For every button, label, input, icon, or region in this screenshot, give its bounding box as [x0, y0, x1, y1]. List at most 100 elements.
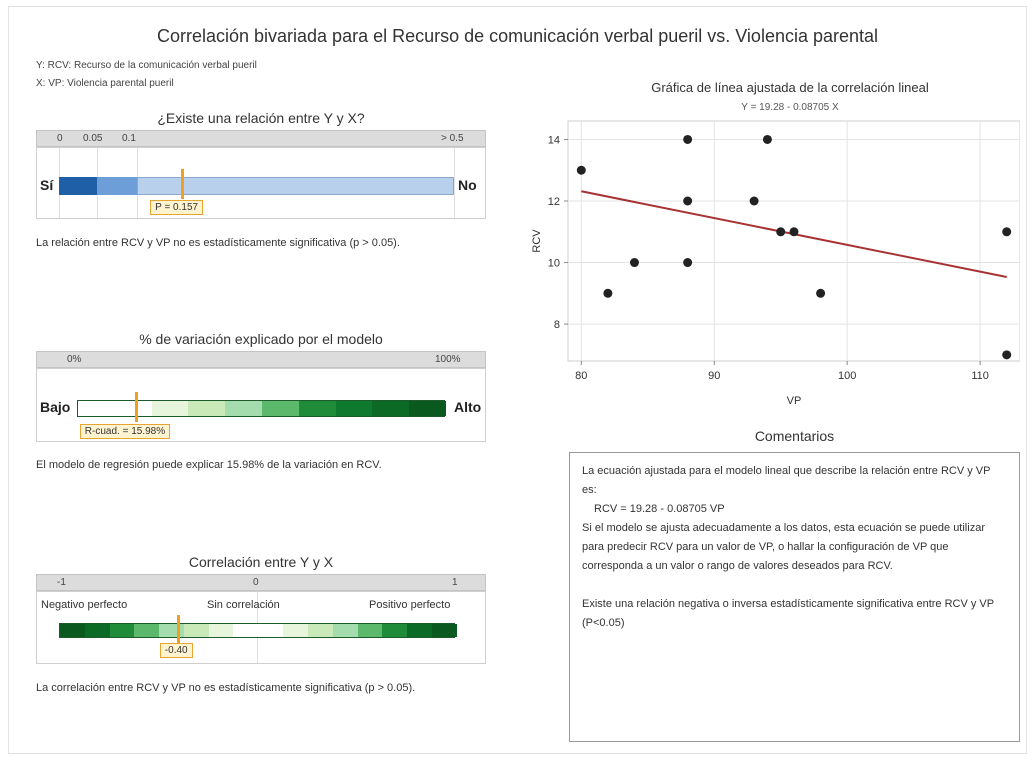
x-tick-label-90: 90	[708, 370, 720, 382]
pvalue-panel-title: ¿Existe una relación entre Y y X?	[157, 110, 365, 126]
corr-bar	[59, 623, 457, 638]
r2-band-3	[188, 401, 226, 416]
data-point-12	[1002, 350, 1012, 360]
r2-bar	[77, 400, 447, 417]
corr-band-l-3	[134, 624, 160, 637]
r2-left-label: Bajo	[40, 399, 71, 415]
r2-panel-title: % de variación explicado por el modelo	[139, 331, 383, 347]
corr-caption: La correlación entre RCV y VP no es esta…	[36, 682, 416, 694]
r2-band-8	[372, 401, 410, 416]
comments-line-1: La ecuación ajustada para el modelo line…	[582, 465, 991, 496]
comments-equation: RCV = 19.28 - 0.08705 VP	[594, 503, 725, 515]
comments-line-2: Si el modelo se ajusta adecuadamente a l…	[582, 522, 985, 572]
r2-tick-0: 0%	[67, 354, 82, 365]
y-variable-legend: Y: RCV: Recurso de la comunicación verba…	[36, 60, 257, 71]
r2-band-4	[225, 401, 263, 416]
corr-band-r-1	[406, 624, 432, 637]
pvalue-right-label: No	[458, 177, 477, 193]
chart-title: Gráfica de línea ajustada de la correlac…	[651, 80, 929, 95]
r2-band-1	[114, 401, 153, 416]
pvalue-left-label: Sí	[40, 177, 54, 193]
x-axis-label: VP	[787, 395, 802, 407]
y-tick-label-14: 14	[548, 134, 560, 146]
data-point-8	[776, 227, 786, 237]
y-tick-label-10: 10	[548, 258, 560, 270]
pvalue-band-medium	[97, 177, 137, 195]
data-point-4	[683, 196, 693, 206]
corr-tick-neg1: -1	[57, 577, 66, 588]
corr-band-r-2	[381, 624, 407, 637]
corr-tick-strip: -1 0 1	[36, 574, 486, 591]
r2-band-6	[298, 401, 337, 416]
comments-box: La ecuación ajustada para el modelo line…	[569, 452, 1020, 742]
r2-label: R-cuad. = 15.98%	[79, 424, 171, 439]
data-point-2	[629, 258, 639, 268]
corr-band-l-7	[233, 624, 259, 637]
corr-band-r-4	[332, 624, 358, 637]
corr-band-l-2	[109, 624, 135, 637]
data-point-1	[603, 288, 613, 298]
x-variable-legend: X: VP: Violencia parental pueril	[36, 78, 174, 89]
corr-band-l-0	[60, 624, 86, 637]
y-axis-label: RCV	[531, 229, 543, 253]
data-point-9	[789, 227, 799, 237]
point-layer	[576, 134, 1012, 360]
pvalue-grid-05	[454, 148, 455, 218]
corr-band-l-5	[183, 624, 209, 637]
corr-label: -0.40	[159, 643, 193, 658]
pvalue-band-strong	[59, 177, 97, 195]
r2-caption: El modelo de regresión puede explicar 15…	[36, 459, 382, 471]
r2-band-5	[262, 401, 300, 416]
data-point-3	[683, 134, 693, 144]
corr-category-negative: Negativo perfecto	[41, 599, 128, 611]
pvalue-tick-0: 0	[57, 133, 63, 144]
data-point-5	[683, 258, 693, 268]
r2-tick-100: 100%	[435, 354, 461, 365]
pvalue-band-weak	[137, 177, 454, 195]
corr-band-r-3	[357, 624, 383, 637]
r2-band-0	[78, 401, 116, 416]
chart-plot-area	[567, 120, 1020, 362]
corr-band-l-6	[208, 624, 234, 637]
pvalue-caption: La relación entre RCV y VP no es estadís…	[36, 237, 400, 249]
y-tick-label-12: 12	[548, 196, 560, 208]
pvalue-label: P = 0.157	[150, 200, 204, 215]
corr-band-r-5	[307, 624, 333, 637]
comments-title: Comentarios	[754, 428, 835, 444]
data-point-7	[762, 134, 772, 144]
data-point-11	[1002, 227, 1012, 237]
pvalue-tick-005: 0.05	[83, 133, 103, 144]
corr-band-l-4	[159, 624, 185, 637]
x-tick-label-110: 110	[971, 370, 989, 382]
corr-category-positive: Positivo perfecto	[369, 599, 451, 611]
pvalue-tick-01: 0.1	[122, 133, 136, 144]
corr-tick-0: 0	[253, 577, 259, 588]
r2-band-2	[151, 401, 189, 416]
report-frame	[8, 6, 1027, 754]
r2-band-9	[409, 401, 447, 416]
data-point-10	[816, 288, 826, 298]
chart-axes: 80 90 100 110 8 10 12 14	[548, 134, 989, 382]
corr-panel-title: Correlación entre Y y X	[188, 554, 334, 570]
data-point-6	[749, 196, 759, 206]
corr-band-l-1	[84, 624, 110, 637]
r2-tick-strip: 0% 100%	[36, 351, 486, 368]
chart-subtitle: Y = 19.28 - 0.08705 X	[741, 102, 839, 113]
corr-band-r-6	[282, 624, 308, 637]
corr-band-r-7	[258, 624, 284, 637]
r2-plot: R-cuad. = 15.98%	[36, 368, 486, 442]
corr-band-r-0	[431, 624, 457, 637]
r2-band-7	[335, 401, 373, 416]
corr-category-none: Sin correlación	[207, 599, 280, 611]
corr-marker	[176, 615, 180, 643]
corr-plot: Negativo perfecto Sin correlación Positi…	[36, 591, 486, 664]
comments-line-3: Existe una relación negativa o inversa e…	[582, 598, 994, 629]
pvalue-plot: P = 0.157	[36, 147, 486, 219]
pvalue-marker	[181, 169, 185, 199]
data-point-0	[576, 165, 586, 175]
r2-marker	[134, 392, 138, 422]
x-tick-label-80: 80	[575, 370, 587, 382]
chart-grid	[568, 121, 1020, 361]
scatter-chart: Gráfica de línea ajustada de la correlac…	[531, 80, 1020, 407]
report-title: Correlación bivariada para el Recurso de…	[156, 26, 879, 46]
